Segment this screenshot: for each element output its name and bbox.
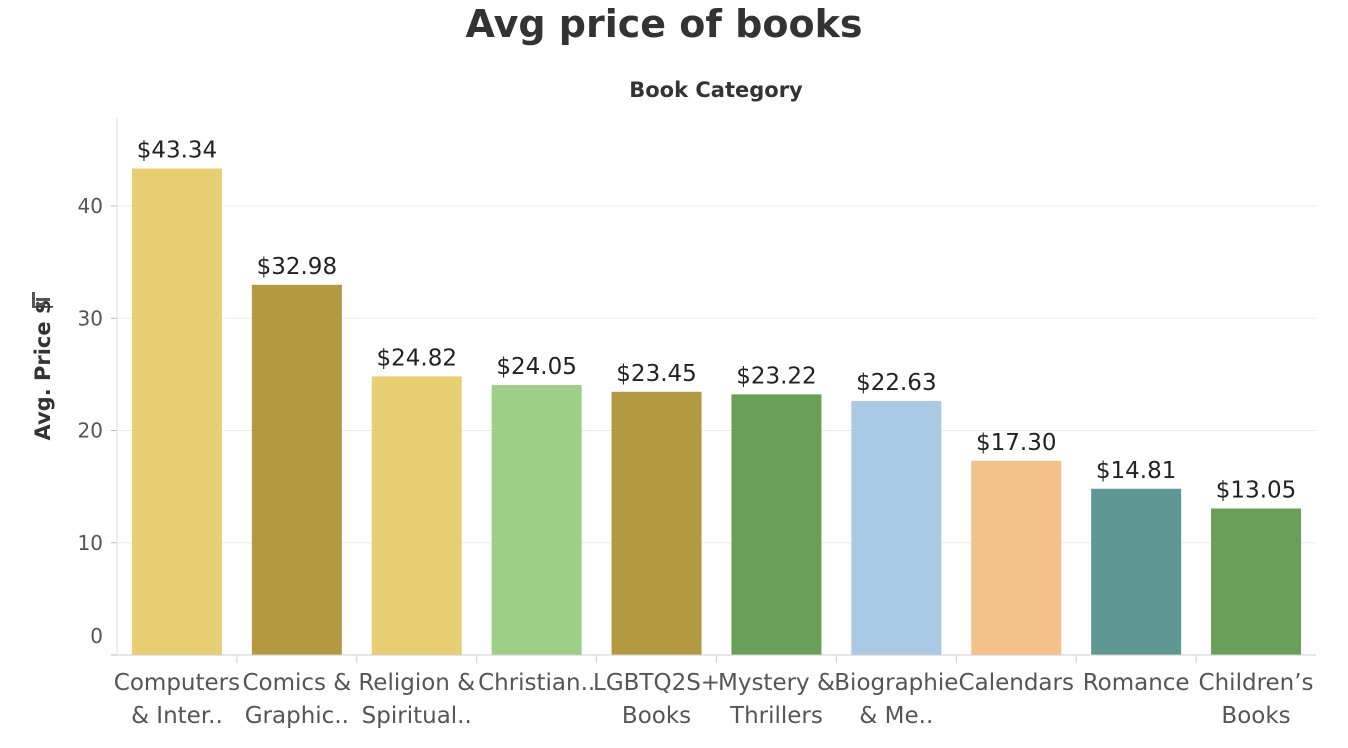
bar[interactable]: [251, 284, 342, 655]
x-tick-label-line: Romance: [1083, 670, 1190, 696]
x-tick-label-line: Christian..: [478, 670, 595, 696]
bar[interactable]: [1211, 508, 1302, 655]
y-axis-title-text: Avg. Price $: [31, 299, 55, 440]
data-label: $32.98: [257, 254, 337, 280]
x-tick-label-line: Computers: [114, 670, 240, 696]
bar[interactable]: [851, 400, 942, 655]
chart-title: Avg price of books: [465, 2, 863, 46]
bar[interactable]: [611, 391, 702, 655]
x-tick-label-line: & Me..: [859, 703, 933, 729]
x-tick-label-line: Biographie: [834, 670, 958, 696]
x-tick-label-line: Spiritual..: [362, 703, 472, 729]
bars: $43.34 $32.98 $24.82 $24.05 $23.45 $23.22 $22.…: [131, 138, 1302, 656]
x-tick-label-line: & Inter..: [131, 703, 223, 729]
y-tick-label: 20: [78, 419, 103, 443]
bar[interactable]: [971, 460, 1062, 655]
data-label: $22.63: [856, 370, 936, 396]
x-tick-label: Religion & Spiritual..: [358, 670, 475, 729]
x-tick-label: Children’s Books: [1199, 670, 1314, 729]
x-tick-label-line: Books: [622, 703, 691, 729]
data-label: $24.82: [377, 345, 457, 371]
x-tick-label-line: Calendars: [959, 670, 1074, 696]
x-tick-label-line: Books: [1221, 703, 1290, 729]
y-tick-label: 40: [78, 194, 103, 218]
data-label: $17.30: [976, 430, 1056, 456]
sort-icon[interactable]: [32, 292, 50, 308]
bar[interactable]: [731, 394, 822, 655]
x-tick-label: Biographie & Me..: [834, 670, 958, 729]
bar[interactable]: [371, 376, 462, 655]
y-axis-ticks: 0 10 20 30 40: [78, 118, 118, 656]
x-tick-label: Romance: [1083, 670, 1190, 696]
x-tick-label-line: Graphic..: [245, 703, 349, 729]
data-label: $43.34: [137, 138, 217, 164]
y-tick-label: 10: [78, 531, 103, 555]
x-tick-label: Comics & Graphic..: [242, 670, 351, 729]
x-tick-label: Mystery & Thrillers: [718, 670, 835, 729]
data-label: $24.05: [496, 354, 576, 380]
y-axis-title: Avg. Price $: [31, 299, 55, 440]
data-label: $13.05: [1216, 478, 1296, 504]
data-label: $23.22: [736, 363, 816, 389]
x-tick-label-line: Religion &: [358, 670, 475, 696]
x-tick-label-line: Children’s: [1199, 670, 1314, 696]
x-tick-label-line: Thrillers: [729, 703, 823, 729]
x-axis-labels: Computers & Inter.. Comics & Graphic.. Relig…: [114, 655, 1314, 729]
y-tick-label: 30: [78, 306, 103, 330]
y-tick-label: 0: [90, 624, 103, 648]
x-tick-label: Computers & Inter..: [114, 670, 240, 729]
x-tick-label-line: Comics &: [242, 670, 351, 696]
x-tick-label: LGBTQ2S+ Books: [593, 670, 720, 729]
x-tick-label-line: Mystery &: [718, 670, 835, 696]
x-tick-label: Calendars: [959, 670, 1074, 696]
bar[interactable]: [131, 168, 222, 656]
bar[interactable]: [491, 385, 582, 655]
data-label: $23.45: [616, 361, 696, 387]
x-tick-label-line: LGBTQ2S+: [593, 670, 720, 696]
x-tick-label: Christian..: [478, 670, 595, 696]
bar[interactable]: [1091, 488, 1182, 655]
data-label: $14.81: [1096, 458, 1176, 484]
category-header: Book Category: [629, 78, 803, 102]
